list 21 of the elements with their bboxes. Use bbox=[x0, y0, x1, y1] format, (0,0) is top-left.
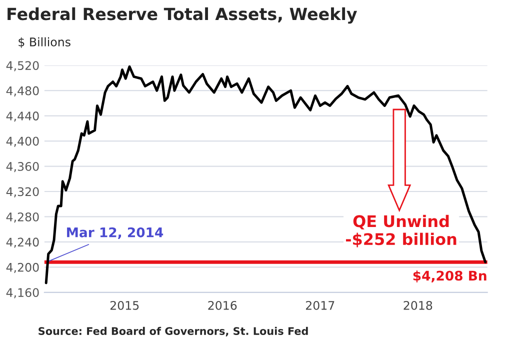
source-note: Source: Fed Board of Governors, St. Louis Fed bbox=[38, 326, 308, 336]
ref-line-label: $4,208 Bn bbox=[413, 270, 486, 282]
y-tick-label: 4,280 bbox=[6, 212, 39, 223]
y-tick-label: 4,400 bbox=[6, 136, 39, 147]
y-axis-title: $ Billions bbox=[18, 37, 70, 48]
x-tick-label: 2017 bbox=[306, 300, 334, 310]
y-tick-label: 4,160 bbox=[6, 288, 39, 298]
chart-title: Federal Reserve Total Assets, Weekly bbox=[8, 7, 357, 24]
annotation: QE Unwind -$252 billion bbox=[346, 214, 456, 248]
y-tick-label: 4,240 bbox=[6, 238, 39, 248]
x-tick-label: 2018 bbox=[404, 300, 432, 310]
x-tick-label: 2016 bbox=[208, 300, 237, 310]
y-tick-label: 4,520 bbox=[6, 61, 39, 72]
x-tick-label: 2015 bbox=[110, 300, 139, 310]
y-tick-label: 4,200 bbox=[6, 262, 39, 274]
y-tick-label: 4,360 bbox=[6, 162, 39, 172]
y-tick-label: 4,480 bbox=[6, 86, 39, 96]
y-tick-label: 4,320 bbox=[6, 187, 39, 198]
line-series bbox=[44, 65, 487, 284]
annotation: Mar 12, 2014 bbox=[67, 227, 164, 240]
y-tick-label: 4,440 bbox=[6, 112, 39, 122]
